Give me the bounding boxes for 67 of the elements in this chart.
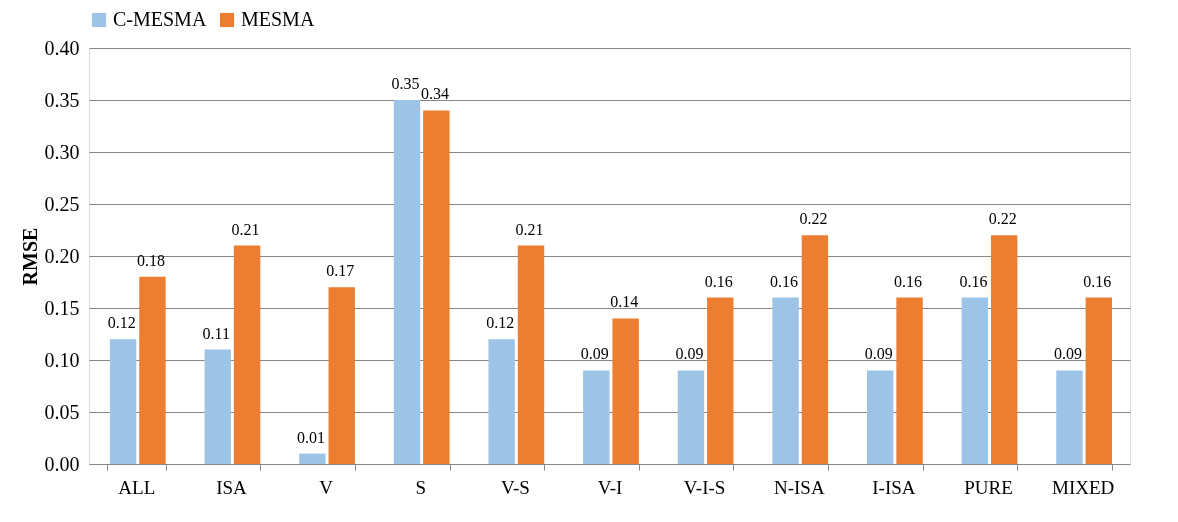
data-label: 0.16 [894, 272, 923, 290]
x-tick-label: N-ISA [773, 476, 825, 498]
data-label: 0.12 [107, 314, 136, 332]
y-tick-label: 0.20 [44, 244, 80, 267]
y-tick-label: 0.35 [44, 88, 80, 111]
data-label: 0.22 [799, 210, 828, 228]
bar [1085, 297, 1113, 464]
bar [299, 453, 326, 464]
data-label: 0.16 [959, 272, 988, 290]
bar [772, 297, 799, 464]
bar [801, 235, 829, 464]
data-label: 0.16 [704, 272, 733, 290]
x-tick-label: V [319, 476, 334, 498]
legend-label: C-MESMA [113, 8, 207, 30]
data-label: 0.22 [988, 210, 1017, 228]
bar [328, 287, 355, 464]
bar [233, 245, 261, 464]
data-label: 0.34 [420, 85, 449, 103]
y-tick-label: 0.25 [44, 192, 80, 215]
data-label: 0.12 [486, 314, 515, 332]
data-label: 0.09 [1054, 345, 1083, 363]
data-label: 0.16 [770, 272, 799, 290]
bar [961, 297, 989, 464]
data-label: 0.16 [1083, 272, 1112, 290]
bar [867, 370, 894, 464]
data-label: 0.21 [231, 220, 260, 238]
x-tick-label: I-ISA [872, 476, 916, 498]
x-tick-label: V-S [500, 476, 530, 498]
bar [393, 100, 421, 464]
bar [1056, 370, 1083, 464]
bar [517, 245, 545, 464]
x-tick-label: PURE [964, 476, 1013, 498]
data-label: 0.09 [675, 345, 704, 363]
data-label: 0.18 [136, 251, 165, 269]
x-tick-label: ALL [118, 476, 156, 498]
legend-label: MESMA [241, 8, 315, 30]
data-label: 0.21 [515, 220, 544, 238]
y-tick-label: 0.10 [44, 348, 80, 371]
bar [204, 349, 231, 464]
x-tick-label: V-I [597, 476, 623, 498]
data-label: 0.09 [580, 345, 609, 363]
y-tick-label: 0.05 [44, 400, 80, 423]
bar [423, 110, 450, 464]
data-label: 0.17 [326, 262, 355, 280]
data-label: 0.35 [391, 75, 420, 92]
data-label: 0.11 [202, 324, 230, 342]
bar [583, 370, 610, 464]
x-tick-label: MIXED [1052, 476, 1115, 498]
y-tick-label: 0.40 [44, 36, 80, 59]
bar [707, 297, 734, 464]
y-tick-label: 0.15 [44, 296, 80, 319]
data-label: 0.09 [864, 345, 893, 363]
bar [990, 235, 1018, 464]
bar [109, 339, 137, 464]
bar [677, 370, 705, 464]
y-axis-title: RMSE [18, 227, 41, 286]
y-tick-label: 0.30 [44, 140, 80, 163]
x-tick-label: V-I-S [683, 476, 726, 498]
data-label: 0.14 [610, 293, 639, 311]
x-tick-label: ISA [216, 476, 248, 498]
data-label: 0.01 [296, 428, 325, 446]
bar [896, 297, 923, 464]
bar [612, 318, 639, 464]
x-tick-label: S [415, 476, 427, 498]
bar [139, 276, 166, 464]
bar [488, 339, 515, 464]
y-tick-label: 0.00 [44, 452, 80, 475]
